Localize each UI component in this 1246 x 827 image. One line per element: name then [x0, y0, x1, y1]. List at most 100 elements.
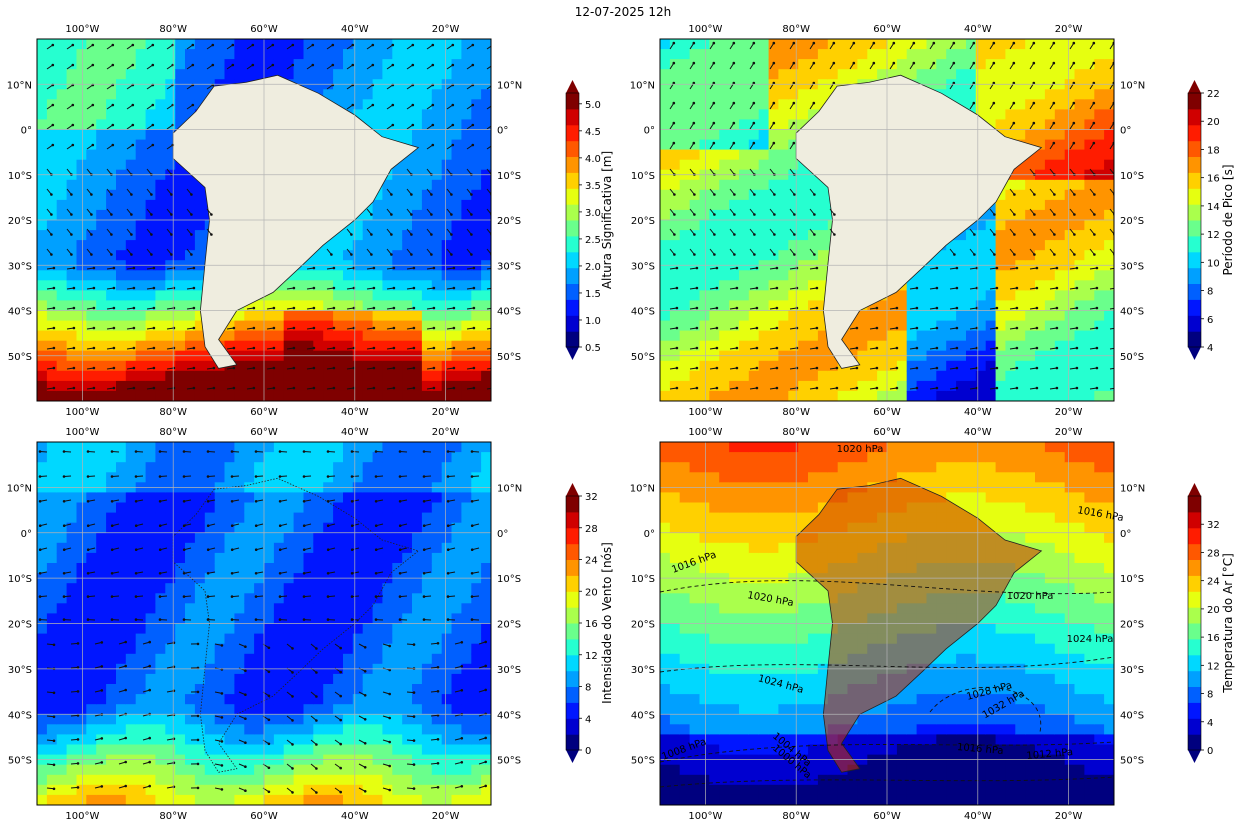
heatmap-cell — [224, 320, 235, 332]
heatmap-cell — [808, 179, 819, 191]
heatmap-cell — [916, 320, 928, 332]
vector-arrow-head — [332, 326, 336, 330]
heatmap-cell — [679, 139, 691, 151]
heatmap-cell — [461, 290, 472, 302]
heatmap-cell — [303, 310, 314, 322]
vector-arrow-head — [130, 233, 133, 236]
heatmap-cell — [303, 360, 314, 372]
heatmap-cell — [975, 109, 987, 121]
heatmap-cell — [1064, 129, 1076, 141]
heatmap-cell — [1084, 250, 1095, 261]
heatmap-cell — [155, 89, 166, 100]
colorbar-label: Altura Significativa [m] — [600, 151, 614, 289]
heatmap-cell — [709, 360, 720, 372]
heatmap-cell — [679, 380, 691, 392]
heatmap-cell — [877, 59, 888, 70]
heatmap-cell — [1054, 290, 1066, 302]
vector-arrow-head — [672, 101, 676, 105]
vector-arrow-head — [1116, 267, 1119, 270]
vector-arrow-head — [252, 366, 256, 370]
heatmap-cell — [966, 290, 977, 302]
heatmap-cell — [481, 290, 491, 302]
heatmap-cell — [421, 129, 433, 141]
vector-arrow-head — [1053, 213, 1056, 216]
heatmap-cell — [709, 390, 720, 401]
heatmap-cell — [96, 320, 107, 332]
heatmap-cell — [66, 714, 78, 725]
heatmap-cell — [689, 69, 701, 80]
heatmap-cell — [778, 209, 789, 221]
heatmap-cell — [778, 189, 789, 201]
vector-arrow-head — [973, 253, 976, 256]
vector-arrow-head — [452, 386, 456, 390]
heatmap-cell — [946, 89, 957, 100]
heatmap-cell — [660, 360, 671, 372]
heatmap-cell — [1074, 209, 1085, 221]
heatmap-cell — [739, 310, 750, 322]
vector-arrow-head — [392, 346, 396, 350]
heatmap-cell — [402, 59, 413, 70]
heatmap-cell — [362, 49, 374, 60]
heatmap-cell — [96, 380, 107, 392]
heatmap-cell — [96, 109, 107, 121]
heatmap-cell — [1064, 59, 1076, 70]
heatmap-cell — [808, 300, 819, 312]
heatmap-cell — [46, 129, 58, 141]
heatmap-cell — [431, 149, 443, 161]
heatmap-cell — [382, 340, 393, 352]
heatmap-cell — [46, 149, 58, 161]
heatmap-cell — [343, 89, 354, 100]
heatmap-cell — [46, 340, 58, 352]
vector-arrow — [486, 287, 491, 290]
vector-arrow-head — [292, 326, 296, 330]
heatmap-cell — [1044, 49, 1056, 60]
heatmap-cell — [125, 49, 137, 60]
heatmap-cell — [66, 300, 78, 312]
heatmap-cell — [1064, 310, 1076, 322]
heatmap-cell — [1084, 340, 1095, 352]
heatmap-cell — [382, 250, 393, 261]
vector-arrow-head — [773, 233, 776, 236]
heatmap-cell — [808, 209, 819, 221]
heatmap-cell — [985, 290, 997, 302]
heatmap-cell — [995, 360, 1007, 372]
heatmap-cell — [66, 199, 78, 211]
heatmap-cell — [135, 290, 147, 302]
heatmap-cell — [867, 49, 878, 60]
heatmap-cell — [966, 250, 977, 261]
vector-arrow-head — [332, 366, 336, 370]
heatmap-cell — [204, 39, 216, 50]
heatmap-cell — [1094, 370, 1105, 382]
vector-arrow-head — [112, 346, 116, 350]
heatmap-cell — [303, 280, 314, 291]
heatmap-cell — [273, 390, 285, 401]
heatmap-cell — [916, 39, 928, 50]
heatmap-cell — [798, 69, 809, 80]
heatmap-cell — [788, 99, 799, 110]
heatmap-cell — [343, 390, 354, 401]
heatmap-cell — [709, 179, 720, 191]
vector-arrow-head — [995, 366, 999, 370]
heatmap-cell — [145, 129, 157, 141]
heatmap-cell — [1084, 360, 1095, 372]
heatmap-cell — [392, 99, 403, 110]
heatmap-cell — [412, 310, 423, 322]
heatmap-cell — [1094, 89, 1105, 100]
vector-arrow-head — [151, 143, 155, 147]
heatmap-cell — [37, 603, 48, 614]
heatmap-cell — [86, 89, 97, 100]
heatmap-cell — [719, 189, 730, 201]
vector-arrow-head — [392, 386, 396, 390]
heatmap-cell — [343, 270, 354, 281]
vector-arrow-head — [493, 367, 496, 370]
heatmap-cell — [66, 69, 78, 80]
heatmap-cell — [224, 370, 235, 382]
heatmap-cell — [56, 220, 68, 231]
heatmap-cell — [709, 380, 720, 392]
heatmap-cell — [778, 300, 789, 312]
heatmap-cell — [817, 59, 829, 70]
heatmap-cell — [441, 89, 453, 100]
heatmap-cell — [451, 109, 462, 121]
heatmap-cell — [135, 59, 147, 70]
